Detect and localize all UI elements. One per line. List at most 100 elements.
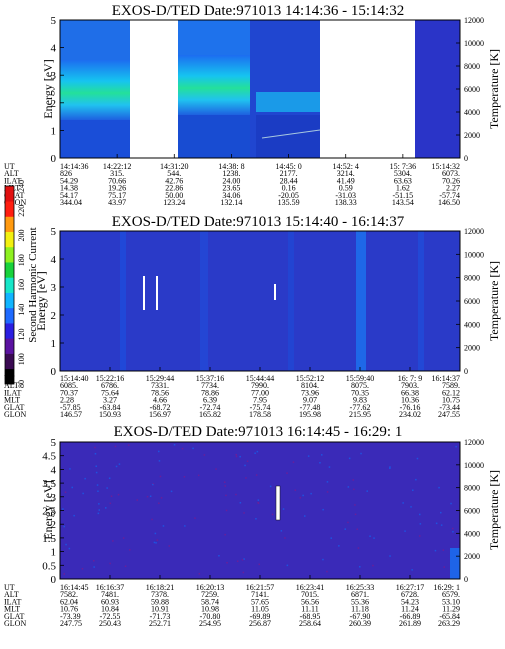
panel-3-noise-dot [419,513,421,516]
colorbar: 80 100 120 140 160 180 200 220 240 Second Harmon… [4,180,39,388]
panel-1-eph-value: 70.26 [442,176,460,185]
panel-3-noise-dot [109,502,112,505]
panel-3-noise-dot [434,549,437,552]
panel-1-segment-c-band [256,92,320,112]
panel-2-eph-value: 73.96 [301,388,319,397]
panel-3-noise-dot [226,562,228,564]
colorbar-swatch [5,186,14,202]
panel-1-eph-time: 14:14:36 [60,162,88,171]
panel-1-eph-value: 42.76 [165,176,183,185]
panel-3-eph-value: 10.84 [101,605,119,614]
panel-1-eph-value: 50.00 [165,191,183,200]
panel-3-eph-value: 53.10 [442,597,460,606]
colorbar-swatch [5,262,14,278]
panel-2-eph-value: 247.55 [438,410,460,419]
panel-3-noise-dot [286,472,288,474]
panel-3-noise-dot [255,518,257,520]
panel-3-noise-dot [153,541,156,544]
panel-3-noise-dot [197,474,200,477]
panel-3-eph-value: 254.95 [199,619,221,628]
panel-3-noise-dot [63,525,65,528]
panel-2-y2tick-label: 6000 [464,297,480,306]
panel-3-eph-value: -69.89 [250,612,271,621]
panel-2-eph-value: 6786. [101,381,119,390]
panel-1-yticks: 0 1 2 3 4 5 [51,15,64,165]
panel-3-noise-dot [95,465,97,467]
panel-3-noise-dot [359,566,361,568]
panel-3-noise-dot [129,549,131,551]
panel-3-ylabel: Energy [eV] [41,480,55,539]
panel-3-noise-dot [354,513,357,516]
panel-3-noise-dot [389,555,391,557]
panel-1-eph-value: 2.27 [446,184,460,193]
panel-3-eph-time: 16:16:37 [96,583,124,592]
panel-2-eph-row-label: GLON [4,410,26,419]
panel-3-eph-value: 263.29 [438,619,460,628]
panel-3-noise-dot [69,468,71,470]
panel-3-ytick-label: 1.5 [42,533,56,545]
panel-3-eph-time: 16:27:17 [396,583,424,592]
panel-3-background [60,442,460,579]
colorbar-swatch [5,277,14,293]
panel-1-segment-a-low [60,120,130,158]
panel-3-y2tick-label: 0 [464,575,468,584]
panel-3-noise-dot [322,508,324,511]
panel-3-eph-time: 16:21:57 [246,583,274,592]
panel-1-eph-value: 23.65 [222,184,240,193]
panel-1-eph-value: -57.74 [439,191,460,200]
panel-1-eph-value: 1238. [222,169,240,178]
panel-3-noise-dot [245,477,247,479]
panel-3-noise-dot [224,485,226,487]
panel-3-noise-dot [94,453,97,455]
colorbar-swatch [5,231,14,248]
panel-2-y2tick-label: 4000 [464,320,480,329]
panel-3-eph-row-label: GLON [4,619,26,628]
panel-2-y2tick-label: 12000 [464,227,484,236]
panel-3-noise-dot [348,457,351,460]
panel-3-noise-dot [411,569,413,571]
panel-3-eph-value: 10.91 [151,605,169,614]
panel-3-noise-dot [194,517,196,519]
panel-1-y2tick-label: 12000 [464,16,484,25]
panel-2-eph-value: 150.93 [99,410,121,419]
panel-2-eph-value: -68.72 [150,403,171,412]
panel-3-noise-dot [353,488,355,491]
panel-2-spike-c [274,284,276,300]
panel-3-noise-dot [404,530,406,532]
panel-2-eph-value: 9.07 [303,396,317,405]
panel-3-noise-dot [97,490,99,492]
panel-3-eph-value: -68.95 [300,612,321,621]
panel-1-eph-value: -31.03 [335,191,356,200]
panel-2-eph-time: 15:22:16 [96,374,124,383]
panel-3-eph-value: 7481. [101,590,119,599]
panel-3-y2tick-label: 10000 [464,461,484,470]
panel-3-noise-dot [64,491,67,493]
panel-3-noise-dot [246,460,249,462]
colorbar-swatch [5,216,14,232]
panel-3-noise-dot [115,465,118,468]
panel-2-eph-value: 78.56 [151,388,169,397]
panel-1-eph-value: 43.97 [108,198,126,207]
panel-2-eph-row-label: GLAT [4,403,25,412]
panel-1-eph-row-label: ALT [4,169,19,178]
panel-2-eph-value: -77.48 [300,403,321,412]
panel-2: EXOS-D/TED Date:971013 15:14:40 - 16:14:… [4,214,501,419]
panel-3-eph-value: 6579. [442,590,460,599]
panel-3-noise-dot [330,537,332,539]
panel-3-noise-dot [108,477,111,479]
panel-3-noise-dot [94,446,96,449]
panel-2-eph-value: 7990. [251,381,269,390]
panel-3-ytick-label: 4 [51,464,57,476]
panel-3-noise-dot [357,547,360,549]
panel-3-noise-dot [302,494,304,497]
panel-3-ephemeris: UTALTILATMLTGLATGLON16:14:457582.62.0410… [4,575,461,628]
panel-3-noise-dot [192,447,194,450]
panel-3-noise-dot [442,549,445,551]
panel-3-plot-area [59,441,461,580]
colorbar-tick-label: 240 [17,180,26,192]
colorbar-tick-label: 160 [17,279,26,291]
panel-3-noise-dot [236,560,239,562]
panel-1-eph-value: 63.63 [394,176,412,185]
panel-1-eph-value: 1.62 [396,184,410,193]
